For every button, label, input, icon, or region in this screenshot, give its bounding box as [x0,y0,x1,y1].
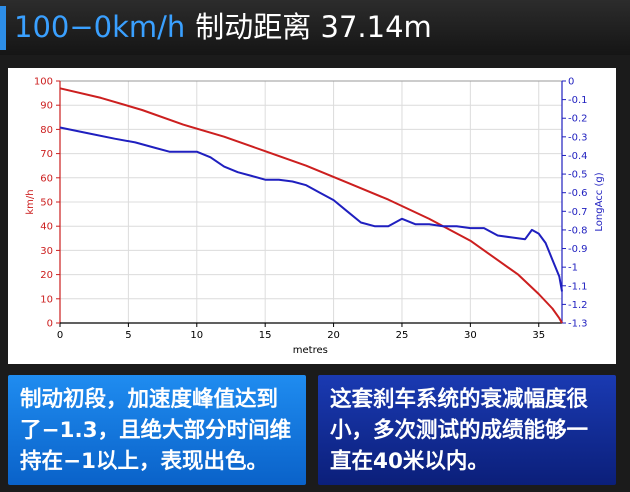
x-tick-label: 30 [464,330,477,341]
y-axis-label-right: LongAcc (g) [594,172,605,231]
x-tick-label: 0 [57,330,63,341]
y-tick-label-right: -0.2 [568,114,588,125]
series-line-longacc [59,126,563,292]
y-tick-label-left: 10 [40,294,53,305]
y-tick-label-left: 0 [47,319,53,330]
header-bar: 100−0km/h 制动距离 37.14m [0,0,630,55]
header-title: 100−0km/h 制动距离 37.14m [14,10,432,44]
header-accent-bar [0,6,6,50]
y-tick-label-left: 60 [40,173,53,184]
x-tick-label: 5 [125,330,131,341]
caption-left: 制动初段，加速度峰值达到了−1.3，且绝大部分时间维持在−1以上，表现出色。 [8,375,306,485]
y-tick-label-right: 0 [568,77,574,88]
y-tick-label-right: -0.1 [568,95,588,106]
series-line-speed [59,87,563,324]
y-tick-label-right: -0.6 [568,188,588,199]
y-tick-label-right: -0.7 [568,207,588,218]
y-tick-label-left: 100 [34,77,53,88]
y-tick-label-left: 30 [40,246,53,257]
y-tick-label-left: 20 [40,270,53,281]
y-tick-label-right: -0.4 [568,151,588,162]
y-tick-label-right: -0.5 [568,170,588,181]
y-tick-label-right: -1 [568,263,578,274]
x-tick-label: 15 [259,330,272,341]
x-axis-label: metres [293,345,328,356]
x-tick-label: 25 [396,330,409,341]
y-tick-label-right: -0.9 [568,244,588,255]
y-tick-label-right: -1.1 [568,281,588,292]
caption-right: 这套刹车系统的衰减幅度很小，多次测试的成绩能够一直在40米以内。 [318,375,616,485]
y-tick-label-right: -0.3 [568,132,588,143]
y-tick-label-right: -1.3 [568,319,588,330]
x-tick-label: 10 [190,330,203,341]
y-tick-label-left: 70 [40,149,53,160]
y-tick-label-left: 80 [40,125,53,136]
header-subtitle-braking-distance: 制动距离 37.14m [195,10,432,44]
y-tick-label-left: 90 [40,101,53,112]
braking-chart: 0 5 10 15 20 25 30 35 0 10 20 30 40 50 60 70 80 90 100 0 -0.… [25,77,605,357]
y-tick-label-right: -0.8 [568,225,588,236]
y-tick-label-right: -1.2 [568,300,588,311]
x-tick-label: 35 [532,330,545,341]
header-title-speed-range: 100−0km/h [14,10,186,44]
y-tick-label-left: 50 [40,198,53,209]
y-tick-label-left: 40 [40,222,53,233]
y-axis-label-left: km/h [25,189,36,214]
chart-panel: 0 5 10 15 20 25 30 35 0 10 20 30 40 50 60 70 80 90 100 0 -0.… [8,68,616,364]
x-tick-label: 20 [327,330,340,341]
